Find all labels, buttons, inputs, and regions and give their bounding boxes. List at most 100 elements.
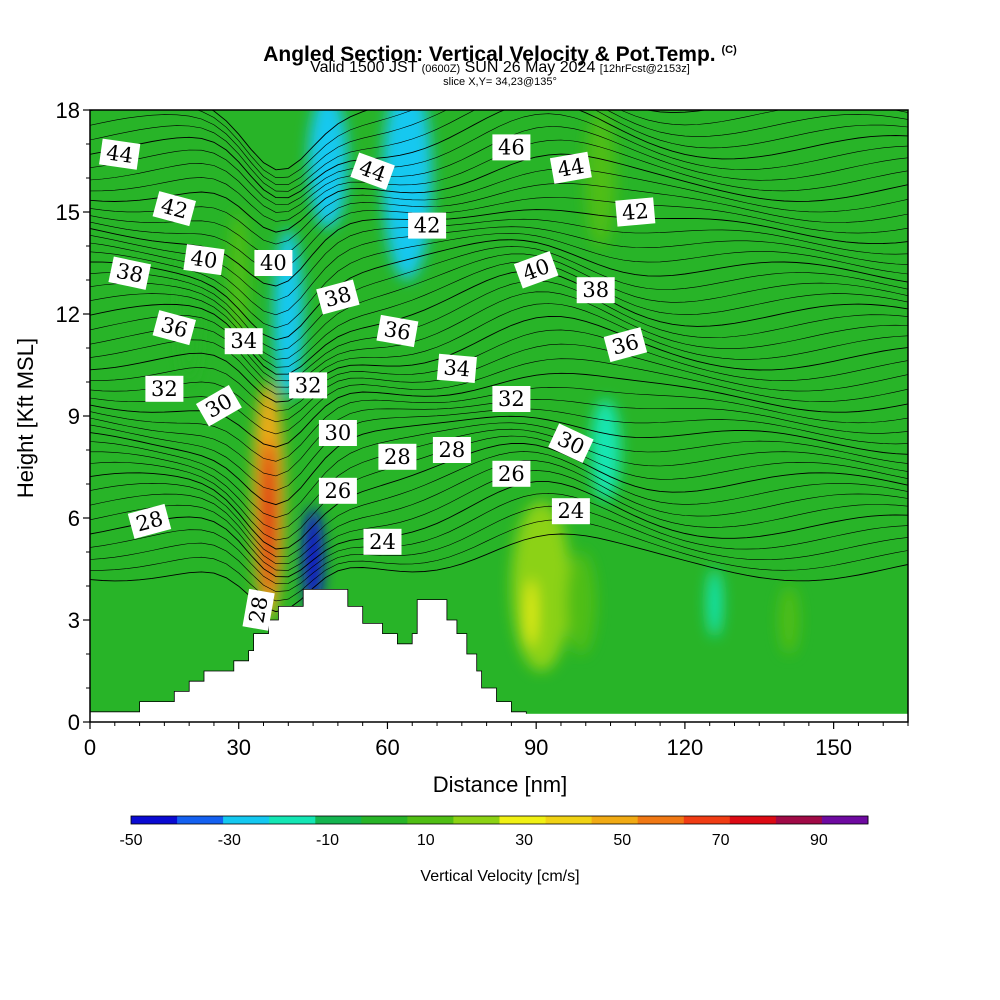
- terrain-mask: [89, 589, 908, 723]
- contour-label-text: 34: [230, 329, 257, 353]
- velocity-cell: [590, 399, 621, 501]
- y-tick-label: 6: [68, 506, 80, 531]
- contour-label-text: 36: [382, 317, 412, 345]
- y-tick-label: 3: [68, 608, 80, 633]
- colorbar-tick-label: 30: [515, 832, 533, 849]
- isentrope-line: [90, 451, 908, 558]
- isentrope-line: [90, 435, 908, 541]
- contour-label: 44: [549, 151, 592, 184]
- contour-label: 36: [152, 310, 197, 346]
- isentrope-line: [90, 261, 908, 368]
- contour-label-text: 34: [443, 355, 472, 381]
- chart-subtitle: Valid 1500 JST (0600Z) SUN 26 May 2024 […: [310, 59, 690, 76]
- contour-label: 24: [363, 528, 402, 555]
- colorbar-tick-label: 90: [810, 832, 828, 849]
- y-tick-label: 9: [68, 404, 80, 429]
- contour-label-text: 24: [558, 499, 585, 523]
- contour-label-text: 26: [325, 479, 352, 503]
- terrain-base: [90, 713, 908, 722]
- isentrope-line: [90, 110, 908, 192]
- chart-title: Angled Section: Vertical Velocity & Pot.…: [263, 43, 737, 66]
- colorbar-segment: [637, 816, 685, 824]
- colorbar-segment: [683, 816, 731, 824]
- contour-label-text: 26: [498, 462, 525, 486]
- isentrope-line: [90, 422, 908, 519]
- contour-label-text: 42: [414, 214, 441, 238]
- isentrope-line: [90, 226, 908, 316]
- colorbar-segment: [407, 816, 454, 824]
- colorbar-segment: [269, 816, 316, 824]
- isentrope-line: [90, 329, 908, 412]
- colorbar-segment: [499, 816, 547, 824]
- contour-label-text: 32: [295, 373, 322, 397]
- contour-label-text: 24: [369, 530, 396, 554]
- colorbar-tick-label: -30: [218, 832, 241, 849]
- contour-label: 24: [551, 498, 590, 525]
- isentrope-line: [211, 110, 709, 171]
- contour-label: 40: [513, 251, 559, 289]
- contour-label-text: 40: [260, 251, 287, 275]
- velocity-cell: [308, 110, 348, 229]
- colorbar-label: Vertical Velocity [cm/s]: [420, 868, 579, 885]
- velocity-cell: [228, 212, 249, 348]
- contour-label: 28: [242, 588, 275, 631]
- contour-label: 42: [408, 212, 447, 239]
- contour-label-text: 28: [439, 438, 466, 462]
- colorbar: -50 -30 -10 10 30 50 70 90: [119, 815, 869, 849]
- isentrope-line: [90, 428, 908, 530]
- y-tick-label: 18: [56, 98, 80, 123]
- contour-label: 32: [492, 386, 531, 412]
- theta-contours: [90, 110, 908, 613]
- velocity-cell: [260, 439, 277, 597]
- colorbar-segment: [177, 816, 224, 824]
- contour-label: 38: [316, 279, 360, 315]
- x-tick-label: 30: [226, 735, 250, 760]
- contour-label-text: 40: [189, 246, 219, 273]
- contour-label-text: 42: [621, 199, 650, 225]
- isentrope-line: [90, 183, 908, 258]
- colorbar-tick-label: -10: [316, 832, 339, 849]
- contour-label: 28: [432, 437, 471, 463]
- y-tick-label: 12: [56, 302, 80, 327]
- copyright-mark: (C): [721, 44, 737, 56]
- colorbar-tick-label: -50: [119, 832, 142, 849]
- terrain-shape: [89, 589, 527, 723]
- velocity-cell: [179, 246, 200, 382]
- isentrope-line: [90, 492, 908, 585]
- contour-label: 38: [108, 256, 151, 290]
- contour-label: 26: [492, 460, 531, 487]
- contour-label: 40: [183, 244, 225, 276]
- isentrope-line: [90, 443, 908, 550]
- colorbar-segment: [729, 816, 777, 824]
- slice-info: slice X,Y= 34,23@135°: [443, 76, 557, 88]
- x-tick-label: 0: [84, 735, 96, 760]
- contour-label: 34: [436, 353, 477, 384]
- isentrope-line: [90, 113, 908, 205]
- colorbar-segment: [361, 816, 408, 824]
- isentrope-line: [90, 239, 908, 341]
- isentrope-line: [90, 110, 908, 199]
- velocity-cell: [779, 586, 799, 654]
- contour-label-text: 28: [244, 595, 272, 625]
- isentrope-line: [90, 519, 908, 602]
- y-tick-label: 0: [68, 710, 80, 735]
- isentrope-line: [90, 197, 908, 272]
- contour-label-text: 44: [105, 140, 135, 167]
- y-tick-label: 15: [56, 200, 80, 225]
- colorbar-segment: [591, 816, 639, 824]
- colorbar-tick-label: 50: [613, 832, 631, 849]
- isentrope-line: [90, 110, 908, 179]
- contour-label-text: 44: [556, 154, 586, 182]
- colorbar-segment: [545, 816, 593, 824]
- colorbar-segment: [315, 816, 362, 824]
- contour-label: 28: [127, 503, 172, 539]
- contour-label: 26: [318, 477, 357, 504]
- isentrope-line: [90, 209, 908, 287]
- contour-label: 44: [99, 138, 141, 170]
- x-tick-label: 120: [667, 735, 704, 760]
- contour-label: 32: [289, 372, 328, 399]
- x-axis-label: Distance [nm]: [433, 772, 568, 797]
